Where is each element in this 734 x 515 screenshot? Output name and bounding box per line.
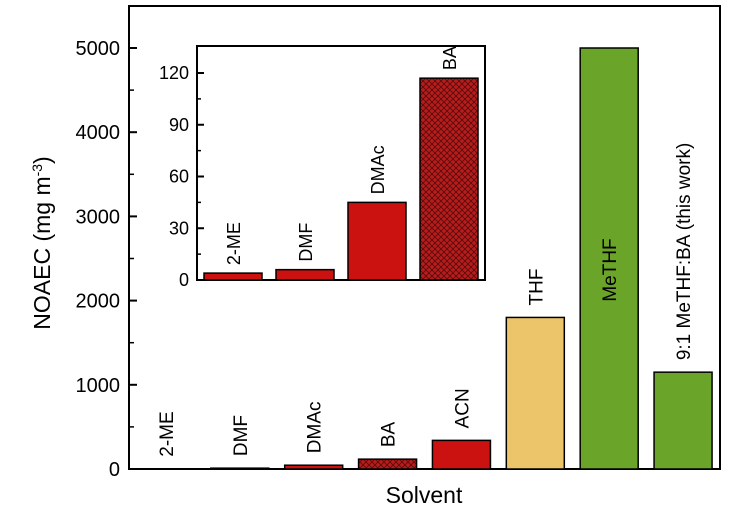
bar-label: DMAc: [305, 401, 326, 453]
y-axis-title-superscript: -3: [29, 164, 45, 177]
y-tick-label: 4000: [76, 122, 121, 144]
main-y-axis: 0 1000 2000 3000 4000 5000: [76, 38, 137, 481]
inset-bar-labels: 2-ME DMF DMAc BA: [224, 46, 460, 265]
inset-bar-label: 2-ME: [224, 222, 244, 265]
inset-y-axis: 0 30 60 90 120: [159, 63, 204, 290]
inset-bar-dmf: [275, 268, 335, 281]
main-plot-frame: [128, 5, 721, 470]
inset-y-tick-label: 0: [179, 270, 189, 290]
y-axis-title-main: NOAEC (mg m: [29, 176, 55, 329]
inset-bars: [203, 77, 479, 281]
y-tick-label: 5000: [76, 38, 121, 60]
inset-plot-frame: [196, 45, 486, 281]
main-bars: [136, 47, 713, 470]
inset-bar-label: DMF: [296, 223, 316, 262]
main-bar-labels: 2-ME DMF DMAc BA ACN THF MeTHF 9:1 MeTHF:BA (th…: [157, 143, 695, 457]
bar-dmac: [283, 464, 344, 470]
bar-acn: [431, 439, 492, 470]
inset-y-tick-label: 30: [169, 218, 189, 238]
inset-bar-2-me: [203, 272, 263, 281]
bar-label: 9:1 MeTHF:BA (this work): [674, 143, 695, 361]
y-tick-label: 2000: [76, 291, 121, 313]
inset-bar-label: BA: [440, 46, 460, 70]
bar-methf: [579, 47, 639, 470]
bar-9-1-methf-ba-this-work: [653, 371, 713, 470]
inset-y-tick-label: 120: [159, 63, 189, 83]
inset-y-tick-label: 60: [169, 167, 189, 187]
inset-y-tick-label: 90: [169, 115, 189, 135]
bar-label: ACN: [452, 388, 473, 428]
y-tick-label: 3000: [76, 206, 121, 228]
y-tick-label: 1000: [76, 375, 121, 397]
bar-label: THF: [526, 269, 547, 306]
bar-label: 2-ME: [157, 411, 178, 456]
y-axis-title: NOAEC (mg m-3): [29, 156, 55, 329]
bar-thf: [505, 316, 566, 470]
bar-dmf: [210, 467, 270, 470]
inset-bar-ba: [419, 77, 479, 281]
bar-ba: [357, 458, 418, 470]
y-axis-title-close: ): [29, 156, 55, 164]
inset-bar-dmac: [347, 201, 407, 281]
bar-label: MeTHF: [600, 238, 621, 301]
inset-bar-label: DMAc: [368, 145, 388, 194]
bar-label: DMF: [231, 415, 252, 456]
y-tick-label: 0: [109, 459, 120, 481]
bar-label: BA: [379, 421, 400, 447]
x-axis-title: Solvent: [386, 482, 463, 508]
